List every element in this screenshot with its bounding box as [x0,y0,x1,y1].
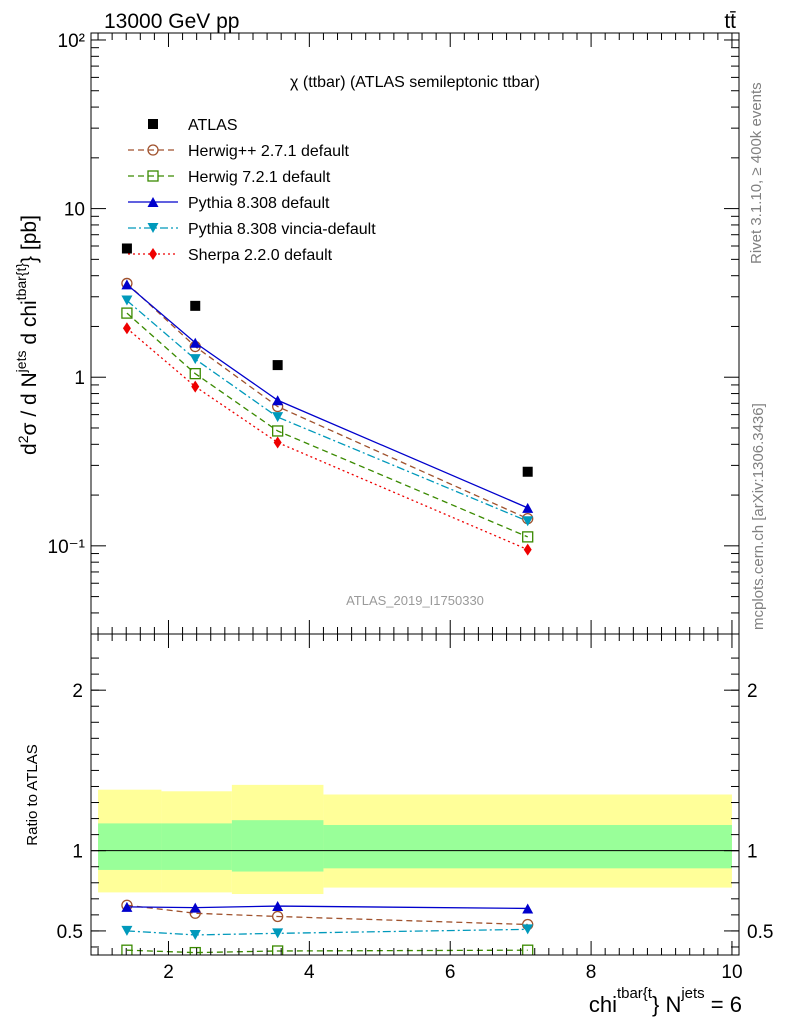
atlas-marker [190,300,201,311]
ratio-pythia-8-308-vincia-default-marker [121,925,133,936]
atlas-marker [121,243,132,254]
ratio-herwig-2-7-1-default-line [126,904,528,926]
ratio-data-layer [98,784,739,955]
pythia-8-308-default-marker [522,502,534,513]
ratio-y-tick-label-right: 0.5 [747,922,773,943]
sherpa-2-2-0-default-marker [273,436,282,449]
sherpa-2-2-0-default-marker [191,380,200,393]
chart-title: χ (ttbar) (ATLAS semileptonic ttbar) [290,74,540,91]
pythia-8-308-default-marker [121,279,133,290]
x-tick-label: 4 [304,962,315,983]
legend-herwig-7-2-1-default-label: Herwig 7.2.1 default [188,169,331,186]
ratio-herwig-7-2-1-default-line [126,949,528,954]
ratio-herwig-2-7-1-default-marker [272,910,284,923]
y-tick-label: 10² [58,31,85,52]
legend-atlas-label: ATLAS [188,117,238,134]
ratio-pythia-8-308-vincia-default-marker [522,924,534,935]
legend-pythia-8-308-default-label: Pythia 8.308 default [188,195,330,212]
ratio-pythia-8-308-vincia-default-line [126,928,528,936]
ratio-pythia-8-308-default-marker [121,901,133,912]
ratio-pythia-8-308-vincia-default-marker [189,929,201,940]
ratio-inner-uncertainty-band [98,823,162,870]
legend-pythia-8-308-vincia-default-label: Pythia 8.308 vincia-default [188,221,376,238]
pythia-8-308-default-marker [189,337,201,348]
legend-herwig-2-7-1-default-label: Herwig++ 2.7.1 default [188,143,350,160]
legend-pythia-8-308-vincia-default-marker [147,223,159,233]
ratio-inner-uncertainty-band [231,820,324,872]
pythia-8-308-default-line [126,283,528,509]
legend-pythia-8-308-default-marker [147,197,159,207]
ratio-y-tick-label-right: 1 [747,842,758,863]
analysis-watermark: ATLAS_2019_I1750330 [346,593,484,608]
ratio-herwig-7-2-1-default-marker [272,945,284,955]
pythia-8-308-vincia-default-marker [272,412,284,423]
x-tick-label: 8 [586,962,597,983]
pythia-8-308-vincia-default-marker [121,295,133,306]
atlas-marker [522,466,533,477]
ratio-herwig-7-2-1-default-marker [121,944,133,955]
ratio-pythia-8-308-default-marker [522,903,534,914]
energy-label: 13000 GeV pp [104,10,239,33]
ratio-pythia-8-308-default-marker [189,902,201,913]
ratio-panel-frame [90,633,740,956]
atlas-marker [272,360,283,371]
ratio-herwig-7-2-1-default-marker [522,944,534,955]
x-tick-label: 2 [163,962,174,983]
main-axis-ticks: 10⁻¹ 1 10 10² [48,31,739,635]
ratio-y-axis-label: Ratio to ATLAS [24,744,41,845]
ratio-y-tick-label-left: 0.5 [57,922,83,943]
herwig-2-7-1-default-line [126,282,528,520]
herwig-7-2-1-default-marker [272,425,284,437]
ratio-pythia-8-308-default-line [126,905,528,910]
ratio-herwig-7-2-1-default-marker [189,946,201,955]
pythia-8-308-vincia-default-marker [522,516,534,527]
y-tick-label: 10 [64,200,85,221]
rivet-version-label: Rivet 3.1.10, ≥ 400k events [748,82,765,264]
pythia-8-308-vincia-default-line [126,300,528,522]
sherpa-2-2-0-default-marker [523,543,532,556]
legend-herwig-2-7-1-default-marker [147,144,159,156]
herwig-7-2-1-default-marker [189,367,201,380]
herwig-7-2-1-default-marker [121,307,133,319]
ratio-pythia-8-308-default-marker [272,901,284,912]
process-label: tt̄ [724,10,736,33]
herwig-7-2-1-default-marker [522,531,534,543]
ratio-y-tick-label-left: 1 [72,842,83,863]
ratio-inner-uncertainty-band [161,823,232,870]
y-tick-label: 10⁻¹ [48,537,86,558]
pythia-8-308-default-marker [272,395,284,406]
herwig-7-2-1-default-line [126,312,528,538]
legend-atlas-marker [148,119,158,129]
ratio-pythia-8-308-vincia-default-marker [272,928,284,939]
main-data-layer [121,243,534,556]
x-axis-label: chitbar{t} Njets = 6 [589,985,742,1017]
legend-sherpa-2-2-0-default-marker [149,248,157,260]
ratio-panel: 0.5 0.5 1 1 2 2 2 4 6 8 10 Ratio to ATLAS [24,633,773,983]
main-y-axis-label: d2σ / d Njets d chitbar{t}} [pb] [13,215,41,455]
sherpa-2-2-0-default-line [126,327,528,551]
ratio-y-tick-label-right: 2 [747,681,758,702]
ratio-axis-ticks: 0.5 0.5 1 1 2 2 2 4 6 8 10 [57,634,773,983]
legend-herwig-7-2-1-default-marker [147,170,159,182]
ratio-inner-uncertainty-band [323,824,732,869]
x-tick-label: 6 [445,962,456,983]
ratio-y-tick-label-left: 2 [72,681,83,702]
y-tick-label: 1 [74,368,85,389]
legend-sherpa-2-2-0-default-label: Sherpa 2.2.0 default [188,247,333,264]
sherpa-2-2-0-default-marker [122,322,131,335]
x-tick-label: 10 [721,962,742,983]
pythia-8-308-vincia-default-marker [189,354,201,365]
main-panel: 10⁻¹ 1 10 10² χ (ttbar) (ATLAS semileptonic… [13,31,740,635]
mcplots-reference-label: mcplots.cern.ch [arXiv:1306.3436] [750,403,767,630]
legend: ATLAS Herwig++ 2.7.1 default Herwig 7.2.1 … [128,117,376,264]
